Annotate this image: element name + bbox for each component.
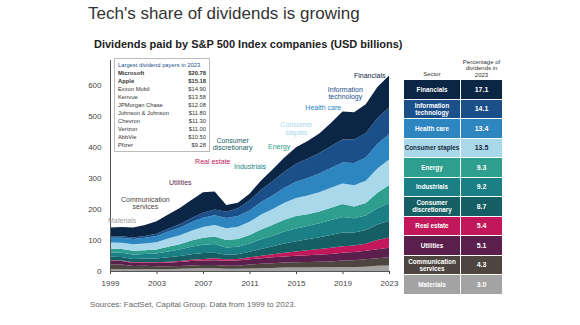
html-text:Johnson & Johnson: Johnson & Johnson (118, 110, 169, 116)
html-text:5.4: 5.4 (476, 222, 487, 230)
svg-text:600: 600 (88, 81, 102, 90)
svg-text:0: 0 (97, 267, 102, 276)
svg-text:2019: 2019 (334, 279, 352, 288)
svg-text:Communicationservices: Communicationservices (121, 196, 170, 211)
svg-text:2007: 2007 (195, 279, 213, 288)
html-text:13.5: 13.5 (474, 144, 489, 152)
svg-text:2015: 2015 (288, 279, 306, 288)
html-text:Microsoft: Microsoft (118, 70, 145, 76)
html-text:AbbVie: AbbVie (118, 134, 137, 140)
html-text:Energy: Energy (421, 163, 443, 171)
html-text:Industrials: Industrials (416, 183, 448, 191)
html-text:Consumer discretionary: Consumer discretionary (412, 199, 452, 214)
html-text:$20.78: $20.78 (188, 70, 206, 76)
html-text:$11.00: $11.00 (188, 126, 206, 132)
html-text:14.1: 14.1 (474, 105, 489, 113)
html-text:Information technology: Information technology (414, 101, 450, 116)
html-text:Communication services: Communication services (408, 257, 456, 272)
svg-text:Consumerstaples: Consumerstaples (280, 121, 313, 137)
html-text:17.1: 17.1 (474, 85, 489, 93)
svg-text:2003: 2003 (148, 279, 166, 288)
html-text:Utilities: Utilities (420, 241, 444, 249)
svg-text:Materials: Materials (108, 217, 137, 224)
html-text:$13.58: $13.58 (188, 94, 206, 100)
html-text:$12.08: $12.08 (188, 102, 206, 108)
html-text:Percentage of dividends in 202: Percentage of dividends in 2023 (462, 58, 501, 78)
html-text:9.3: 9.3 (476, 163, 487, 171)
html-text:Tech's share of dividends is g: Tech's share of dividends is growing (88, 4, 360, 23)
html-text:$15.18: $15.18 (188, 78, 206, 84)
html-text:Kenvue: Kenvue (118, 94, 138, 100)
svg-text:Industrials: Industrials (234, 163, 266, 170)
svg-text:2023: 2023 (381, 279, 399, 288)
svg-text:1999: 1999 (102, 279, 120, 288)
svg-text:Health care: Health care (305, 104, 341, 111)
html-text:3.0: 3.0 (476, 280, 487, 288)
html-text:4.3: 4.3 (476, 261, 487, 269)
html-text:9.2: 9.2 (476, 183, 487, 191)
svg-text:300: 300 (88, 174, 102, 183)
svg-text:400: 400 (88, 143, 102, 152)
svg-text:Informationtechnology: Informationtechnology (328, 86, 363, 102)
html-text:Materials: Materials (418, 280, 446, 288)
svg-text:Real estate: Real estate (195, 158, 231, 165)
html-text:13.4: 13.4 (474, 124, 489, 132)
svg-text:Financials: Financials (354, 72, 386, 79)
html-text:5.1: 5.1 (476, 241, 487, 249)
html-text:8.7: 8.7 (476, 202, 487, 210)
html-text:$14.90: $14.90 (188, 86, 206, 92)
svg-text:2011: 2011 (241, 279, 259, 288)
html-text:Real estate: Real estate (415, 222, 449, 230)
html-text:Largest dividend payers in 202: Largest dividend payers in 2023 (118, 62, 201, 68)
html-text:JPMorgan Chase: JPMorgan Chase (118, 102, 163, 108)
html-text:Sector: Sector (423, 71, 441, 77)
html-text:Dividends paid by S&P 500 Inde: Dividends paid by S&P 500 Index companie… (94, 38, 403, 50)
html-text:Exxon Mobil: Exxon Mobil (118, 86, 150, 92)
html-text:Health care: Health care (415, 124, 449, 132)
html-text:Verizon: Verizon (118, 126, 138, 132)
svg-text:500: 500 (88, 112, 102, 121)
html-text:$11.80: $11.80 (188, 110, 206, 116)
svg-text:100: 100 (88, 236, 102, 245)
html-text:Chevron: Chevron (118, 118, 140, 124)
html-text:Financials: Financials (416, 85, 448, 93)
svg-text:Utilities: Utilities (169, 179, 192, 186)
html-text:Pfizer: Pfizer (118, 142, 133, 148)
svg-text:Energy: Energy (268, 143, 291, 151)
html-text:$10.50: $10.50 (188, 134, 206, 140)
svg-text:200: 200 (88, 205, 102, 214)
html-text:$9.28: $9.28 (191, 142, 206, 148)
html-text:Consumer staples: Consumer staples (404, 144, 460, 152)
html-text:Apple: Apple (118, 78, 135, 84)
html-text:Sources: FactSet, Capital Grou: Sources: FactSet, Capital Group. Data fr… (90, 300, 296, 309)
svg-text:Consumerdiscretionary: Consumerdiscretionary (213, 137, 253, 153)
html-text:$11.30: $11.30 (188, 118, 206, 124)
